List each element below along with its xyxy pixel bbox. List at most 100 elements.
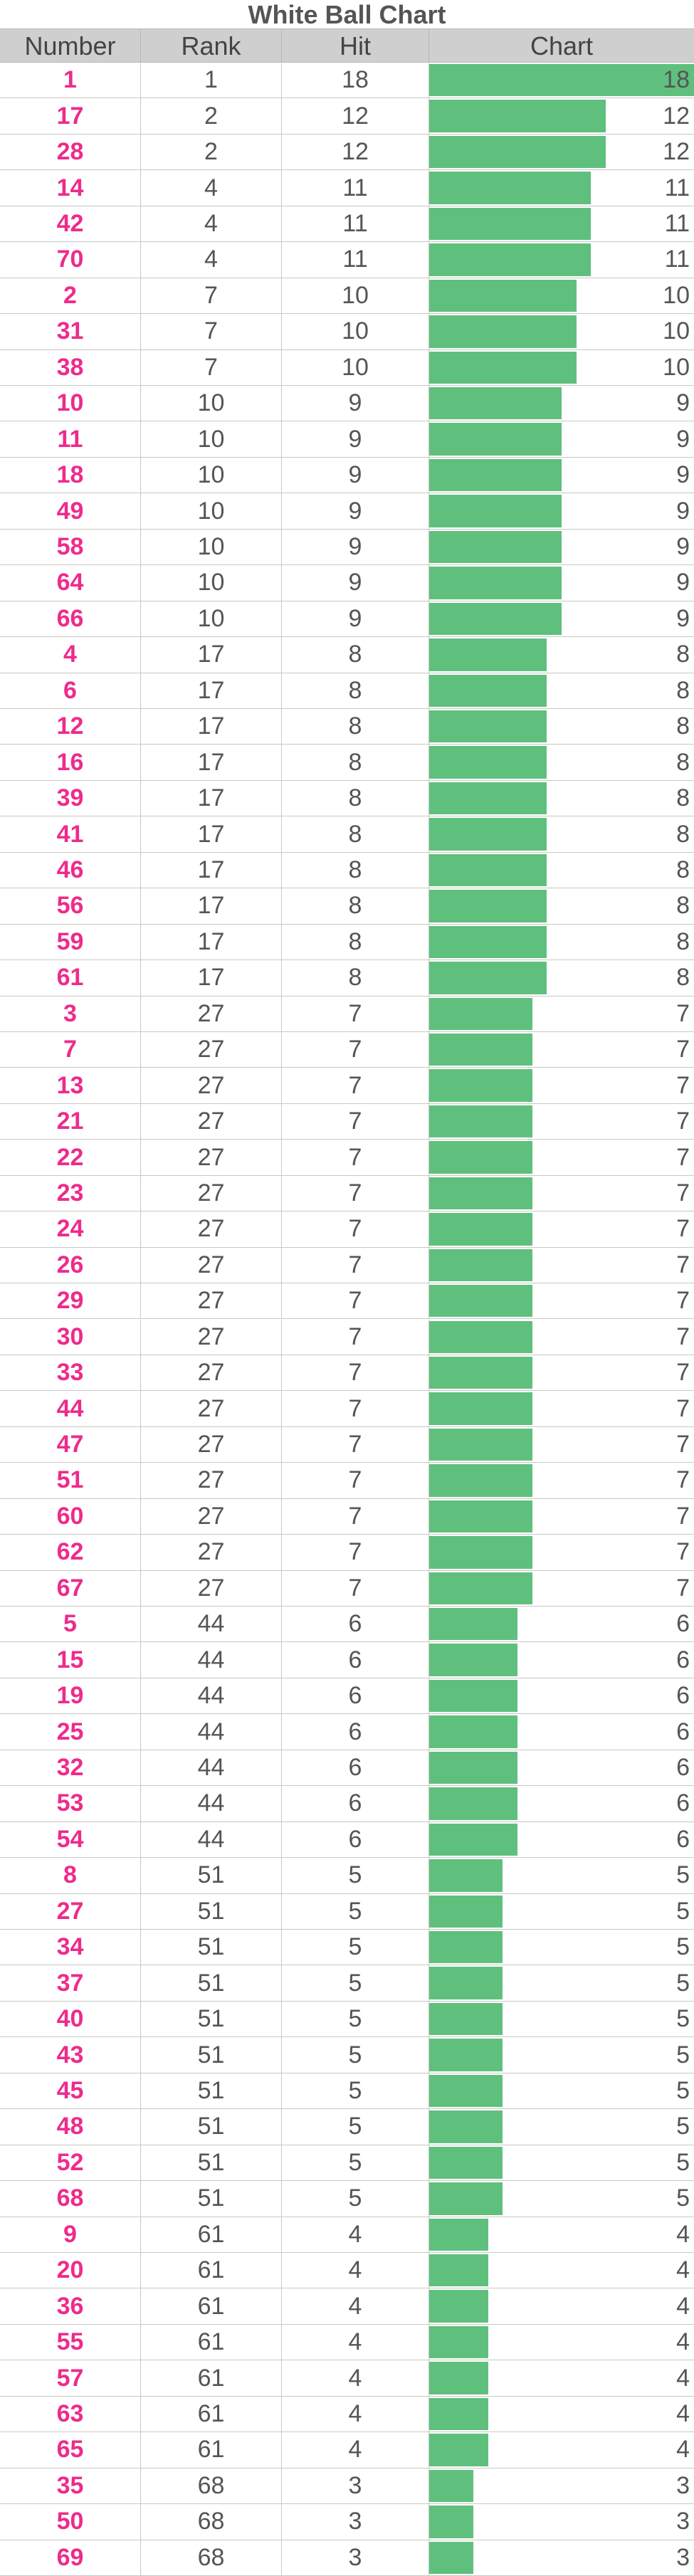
bar-value-label: 7 [676,1179,690,1206]
hit-bar [429,64,694,97]
ball-number: 18 [0,457,141,493]
hit-bar [429,243,592,276]
hit-bar [429,1823,517,1856]
chart-cell: 5 [429,2145,694,2180]
chart-cell: 7 [429,1535,694,1570]
chart-cell: 10 [429,278,694,313]
ball-rank: 17 [141,888,282,924]
table-row: 43 51 5 5 [0,2037,694,2073]
ball-number: 34 [0,1930,141,1965]
ball-hit: 8 [282,816,429,852]
ball-hit: 9 [282,421,429,457]
ball-number: 37 [0,1965,141,2001]
bar-value-label: 4 [676,2364,690,2392]
ball-number: 42 [0,206,141,242]
chart-cell: 6 [429,1750,694,1785]
ball-rank: 27 [141,1283,282,1319]
bar-value-label: 5 [676,2185,690,2212]
bar-value-label: 9 [676,604,690,632]
hit-bar [429,1536,532,1569]
ball-rank: 27 [141,1319,282,1355]
ball-hit: 4 [282,2396,429,2432]
hit-bar [429,1967,503,1999]
bar-value-label: 4 [676,2292,690,2320]
ball-hit: 7 [282,1031,429,1068]
bar-value-label: 8 [676,856,690,883]
ball-number: 56 [0,888,141,924]
chart-cell: 12 [429,135,694,169]
table-row: 2 7 10 10 [0,278,694,315]
ball-rank: 61 [141,2253,282,2288]
ball-rank: 51 [141,1858,282,1893]
ball-number: 26 [0,1247,141,1283]
chart-cell: 5 [429,1858,694,1893]
bar-value-label: 9 [676,532,690,560]
bar-value-label: 9 [676,389,690,417]
hit-bar [429,1895,503,1928]
bar-value-label: 10 [663,317,690,345]
chart-cell: 7 [429,1320,694,1355]
chart-cell: 11 [429,170,694,205]
bar-value-label: 5 [676,1861,690,1889]
ball-number: 20 [0,2253,141,2288]
hit-bar [429,1500,532,1533]
hit-bar [429,1105,532,1138]
ball-hit: 7 [282,1463,429,1498]
ball-hit: 7 [282,1211,429,1247]
hit-bar [429,890,547,922]
table-body: 1 1 18 18 17 2 12 12 28 2 12 12 14 4 11 11 42 4 11 11 70 4 11 1… [0,63,694,2576]
ball-rank: 61 [141,2288,282,2324]
bar-value-label: 4 [676,2256,690,2284]
ball-rank: 61 [141,2432,282,2468]
ball-number: 65 [0,2432,141,2468]
ball-hit: 5 [282,1965,429,2001]
bar-value-label: 3 [676,2508,690,2535]
hit-bar [429,495,562,527]
chart-cell: 7 [429,997,694,1031]
table-row: 37 51 5 5 [0,1965,694,2002]
chart-cell: 9 [429,386,694,421]
ball-number: 69 [0,2540,141,2575]
ball-hit: 4 [282,2217,429,2252]
hit-bar [429,2362,488,2394]
ball-rank: 17 [141,673,282,708]
hit-bar [429,351,577,384]
chart-cell: 4 [429,2325,694,2360]
table-row: 19 44 6 6 [0,1678,694,1715]
ball-hit: 11 [282,170,429,206]
chart-cell: 11 [429,206,694,241]
ball-hit: 7 [282,1391,429,1426]
ball-number: 49 [0,493,141,529]
hit-bar [429,1428,532,1461]
ball-hit: 8 [282,745,429,780]
ball-rank: 27 [141,996,282,1031]
hit-bar [429,1572,532,1605]
ball-rank: 2 [141,134,282,170]
chart-cell: 9 [429,458,694,493]
chart-cell: 10 [429,314,694,349]
chart-cell: 5 [429,2073,694,2108]
ball-hit: 4 [282,2288,429,2324]
ball-hit: 7 [282,1068,429,1103]
chart-cell: 8 [429,673,694,708]
hit-bar [429,2325,488,2359]
chart-cell: 4 [429,2288,694,2323]
hit-bar [429,1069,532,1102]
ball-hit: 8 [282,960,429,996]
bar-value-label: 6 [676,1754,690,1782]
ball-hit: 12 [282,134,429,170]
hit-bar [429,423,562,456]
hit-bar [429,2146,503,2180]
ball-number: 50 [0,2504,141,2540]
ball-number: 9 [0,2217,141,2252]
ball-rank: 17 [141,708,282,745]
ball-number: 62 [0,1535,141,1570]
bar-value-label: 5 [676,2005,690,2033]
bar-value-label: 4 [676,2220,690,2248]
header-number: Number [0,29,141,62]
bar-value-label: 7 [676,1574,690,1602]
hit-bar [429,207,592,241]
hit-bar [429,818,547,851]
table-row: 31 7 10 10 [0,314,694,350]
ball-number: 52 [0,2145,141,2181]
